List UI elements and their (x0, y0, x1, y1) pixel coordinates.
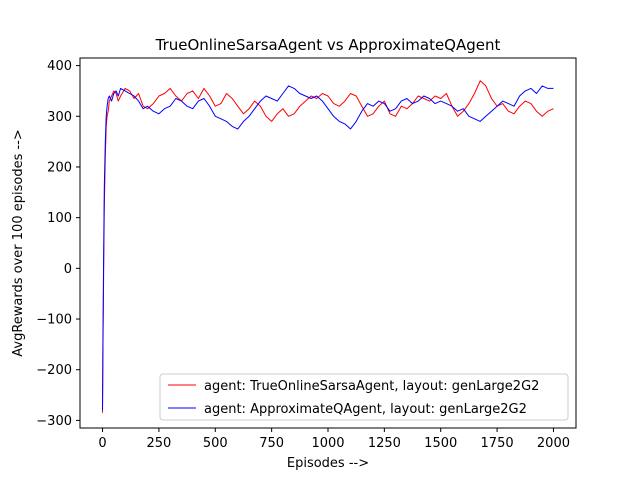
legend-label-approxq: agent: ApproximateQAgent, layout: genLar… (204, 402, 527, 417)
y-tick-label: −100 (36, 313, 72, 328)
y-tick-label: −300 (36, 414, 72, 429)
series-line-sarsa (102, 80, 554, 413)
x-tick-label: 0 (98, 436, 106, 451)
legend-box (159, 373, 569, 421)
y-tick-label: 200 (47, 160, 72, 175)
x-tick-label: 1750 (481, 436, 514, 451)
x-tick-label: 250 (146, 436, 171, 451)
chart-title: TrueOnlineSarsaAgent vs ApproximateQAgen… (155, 36, 501, 54)
y-axis: −300 −200 −100 0 100 200 300 400 (36, 59, 80, 429)
series-line-approxq (102, 85, 554, 411)
plot-area (102, 80, 554, 413)
legend: agent: TrueOnlineSarsaAgent, layout: gen… (159, 373, 569, 421)
x-tick-label: 750 (259, 436, 284, 451)
legend-label-sarsa: agent: TrueOnlineSarsaAgent, layout: gen… (204, 379, 539, 394)
x-axis-title: Episodes --> (287, 456, 369, 471)
y-tick-label: 100 (47, 211, 72, 226)
x-axis: 0 250 500 750 1000 1250 1500 1750 2000 (98, 428, 570, 451)
x-tick-label: 1500 (424, 436, 457, 451)
x-tick-label: 2000 (537, 436, 570, 451)
y-tick-label: 400 (47, 59, 72, 74)
y-tick-label: −200 (36, 363, 72, 378)
x-tick-label: 1000 (311, 436, 344, 451)
y-axis-title: AvgRewards over 100 episodes --> (11, 129, 26, 356)
y-tick-label: 300 (47, 110, 72, 125)
x-tick-label: 1250 (368, 436, 401, 451)
x-tick-label: 500 (203, 436, 228, 451)
y-tick-label: 0 (64, 262, 72, 277)
